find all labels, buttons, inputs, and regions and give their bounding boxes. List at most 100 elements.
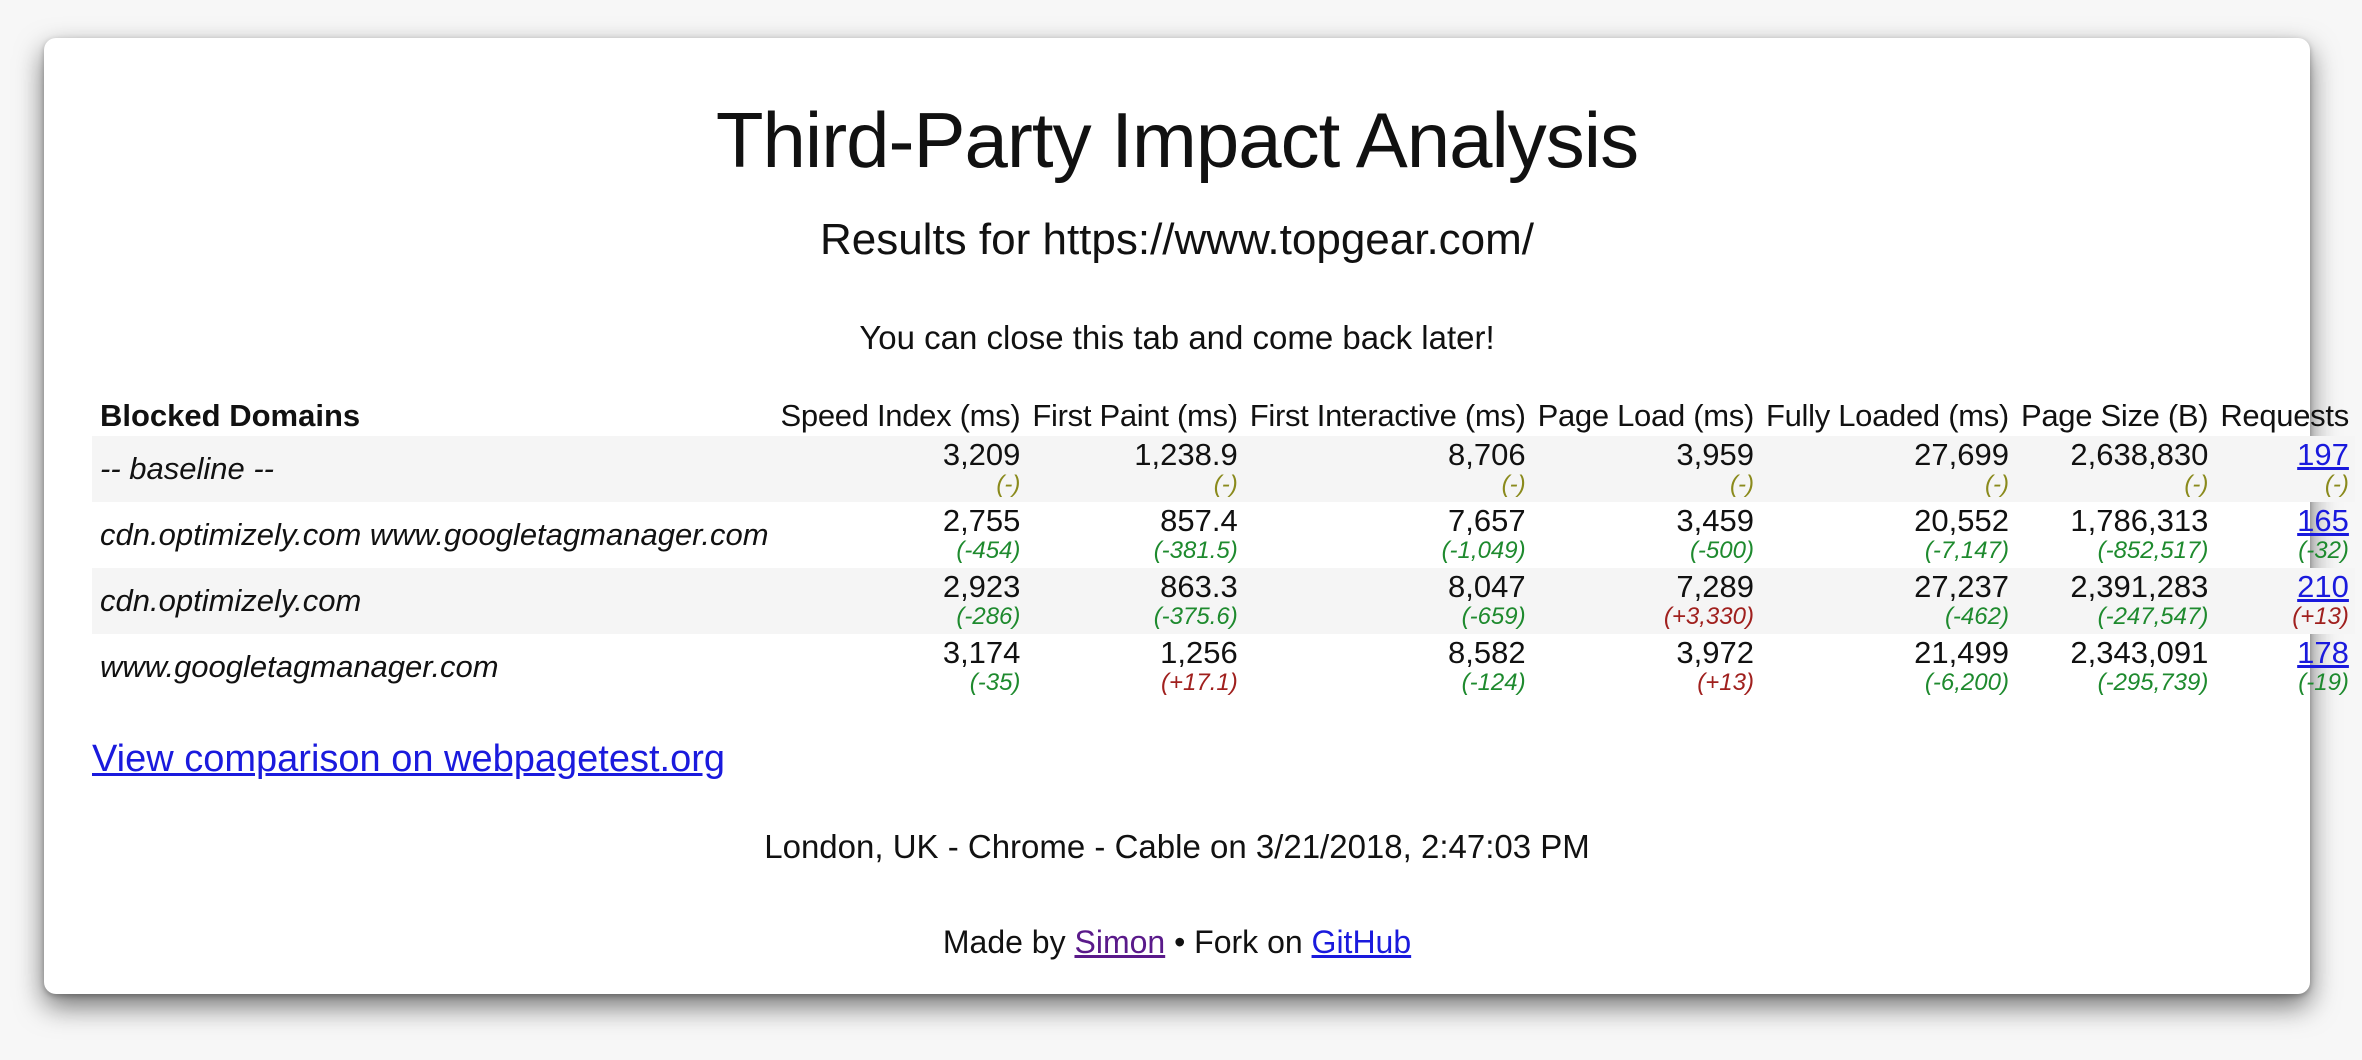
requests-link[interactable]: 165 xyxy=(2297,503,2349,538)
speed-index-cell: 3,209 (-) xyxy=(774,436,1027,502)
table-row: cdn.optimizely.com www.googletagmanager.… xyxy=(92,502,2355,568)
first-interactive-delta: (-124) xyxy=(1461,669,1526,696)
test-location-info: London, UK - Chrome - Cable on 3/21/2018… xyxy=(764,828,1590,865)
header-fully-loaded: Fully Loaded (ms) xyxy=(1765,398,2009,433)
page-size-value: 1,786,313 xyxy=(2070,503,2209,538)
first-interactive-delta: (-) xyxy=(1501,471,1526,498)
requests-cell: 165 (-32) xyxy=(2214,502,2355,568)
github-link[interactable]: GitHub xyxy=(1311,924,1412,960)
first-interactive-cell: 8,582 (-124) xyxy=(1244,634,1532,700)
header-first-paint: First Paint (ms) xyxy=(1032,398,1238,433)
speed-index-delta: (-454) xyxy=(956,537,1021,564)
header-speed-index: Speed Index (ms) xyxy=(780,398,1021,433)
requests-link[interactable]: 197 xyxy=(2297,437,2349,472)
page-size-delta: (-852,517) xyxy=(2097,537,2209,564)
page-size-value: 2,638,830 xyxy=(2070,437,2209,472)
results-card: Third-Party Impact Analysis Results for … xyxy=(44,38,2355,994)
fully-loaded-value: 27,237 xyxy=(1914,569,2009,604)
table-row: www.googletagmanager.com 3,174 (-35) 1,25… xyxy=(92,634,2355,700)
page-size-value: 2,343,091 xyxy=(2070,635,2209,670)
speed-index-cell: 3,174 (-35) xyxy=(775,634,1027,700)
page-size-delta: (-) xyxy=(2184,471,2209,498)
first-paint-delta: (+17.1) xyxy=(1161,669,1238,696)
first-paint-cell: 1,256 (+17.1) xyxy=(1026,634,1243,700)
table-row: -- baseline -- 3,209 (-) 1,238.9 (-) 8,706… xyxy=(92,436,2355,502)
page-size-cell: 2,638,830 (-) xyxy=(2014,436,2215,502)
speed-index-cell: 2,923 (-286) xyxy=(774,568,1027,634)
fully-loaded-value: 21,499 xyxy=(1914,635,2009,670)
footer-made-by-text: Made by xyxy=(942,924,1066,960)
requests-cell: 197 (-) xyxy=(2214,436,2355,502)
blocked-domain-cell: www.googletagmanager.com xyxy=(100,649,499,684)
close-tab-notice: You can close this tab and come back lat… xyxy=(859,319,1495,356)
speed-index-delta: (-35) xyxy=(969,669,1021,696)
first-interactive-value: 8,047 xyxy=(1448,569,1526,604)
header-blocked-domains: Blocked Domains xyxy=(100,398,361,433)
requests-cell: 178 (-19) xyxy=(2214,634,2355,700)
fully-loaded-cell: 27,237 (-462) xyxy=(1759,568,2015,634)
speed-index-value: 3,174 xyxy=(942,635,1021,670)
header-requests: Requests xyxy=(2220,398,2349,433)
blocked-domain-cell: cdn.optimizely.com xyxy=(92,568,775,634)
fully-loaded-delta: (-7,147) xyxy=(1924,537,2009,564)
first-interactive-delta: (-1,049) xyxy=(1441,537,1526,564)
first-paint-delta: (-381.5) xyxy=(1153,537,1238,564)
fully-loaded-delta: (-6,200) xyxy=(1924,669,2009,696)
fully-loaded-cell: 20,552 (-7,147) xyxy=(1760,502,2015,568)
speed-index-delta: (-286) xyxy=(956,603,1021,630)
page-load-delta: (+13) xyxy=(1697,669,1754,696)
requests-delta: (+13) xyxy=(2292,603,2349,630)
page-load-value: 3,972 xyxy=(1676,635,1754,670)
page-load-cell: 7,289 (+3,330) xyxy=(1531,568,1760,634)
header-first-interactive: First Interactive (ms) xyxy=(1249,398,1526,433)
first-paint-cell: 863.3 (-375.6) xyxy=(1026,568,1244,634)
page-size-delta: (-295,739) xyxy=(2097,669,2209,696)
first-paint-cell: 857.4 (-381.5) xyxy=(1026,502,1243,568)
header-page-load: Page Load (ms) xyxy=(1537,398,1755,433)
fully-loaded-value: 27,699 xyxy=(1914,437,2009,472)
page-size-cell: 1,786,313 (-852,517) xyxy=(2015,502,2214,568)
speed-index-value: 2,923 xyxy=(942,569,1021,604)
first-interactive-cell: 8,047 (-659) xyxy=(1243,568,1532,634)
page-load-cell: 3,959 (-) xyxy=(1531,436,1760,502)
fully-loaded-delta: (-462) xyxy=(1944,603,2009,630)
blocked-domain-cell: -- baseline -- xyxy=(92,436,775,502)
speed-index-value: 2,755 xyxy=(942,503,1021,538)
requests-link[interactable]: 210 xyxy=(2297,569,2349,604)
first-paint-delta: (-375.6) xyxy=(1153,603,1238,630)
page-load-delta: (+3,330) xyxy=(1663,603,1754,630)
page-load-value: 7,289 xyxy=(1676,569,1754,604)
page-title: Third-Party Impact Analysis xyxy=(715,96,1639,184)
speed-index-cell: 2,755 (-454) xyxy=(775,502,1027,568)
first-interactive-delta: (-659) xyxy=(1461,603,1526,630)
fully-loaded-cell: 27,699 (-) xyxy=(1759,436,2015,502)
page-load-value: 3,959 xyxy=(1676,437,1754,472)
first-interactive-value: 7,657 xyxy=(1448,503,1526,538)
first-interactive-value: 8,706 xyxy=(1448,437,1526,472)
results-table: Blocked Domains Speed Index (ms) First P… xyxy=(92,396,2355,700)
first-interactive-cell: 7,657 (-1,049) xyxy=(1244,502,1532,568)
first-paint-delta: (-) xyxy=(1213,471,1238,498)
footer-fork-text: • Fork on xyxy=(1174,924,1303,960)
table-header-row: Blocked Domains Speed Index (ms) First P… xyxy=(92,396,2355,436)
page-size-cell: 2,343,091 (-295,739) xyxy=(2015,634,2214,700)
page-subtitle: Results for https://www.topgear.com/ xyxy=(819,215,1535,264)
webpagetest-comparison-link[interactable]: View comparison on webpagetest.org xyxy=(92,738,726,780)
page-size-delta: (-247,547) xyxy=(2097,603,2209,630)
page-size-cell: 2,391,283 (-247,547) xyxy=(2014,568,2215,634)
requests-delta: (-) xyxy=(2324,471,2349,498)
speed-index-delta: (-) xyxy=(996,471,1021,498)
blocked-domain-cell: cdn.optimizely.com www.googletagmanager.… xyxy=(100,517,769,552)
first-interactive-value: 8,582 xyxy=(1448,635,1526,670)
page-load-delta: (-500) xyxy=(1689,537,1754,564)
first-paint-cell: 1,238.9 (-) xyxy=(1026,436,1244,502)
first-paint-value: 863.3 xyxy=(1160,569,1238,604)
speed-index-value: 3,209 xyxy=(942,437,1021,472)
fully-loaded-delta: (-) xyxy=(1984,471,2009,498)
first-paint-value: 1,256 xyxy=(1160,635,1238,670)
requests-link[interactable]: 178 xyxy=(2297,635,2349,670)
requests-cell: 210 (+13) xyxy=(2214,568,2355,634)
first-paint-value: 1,238.9 xyxy=(1134,437,1238,472)
author-link[interactable]: Simon xyxy=(1074,924,1166,960)
page-load-delta: (-) xyxy=(1729,471,1754,498)
